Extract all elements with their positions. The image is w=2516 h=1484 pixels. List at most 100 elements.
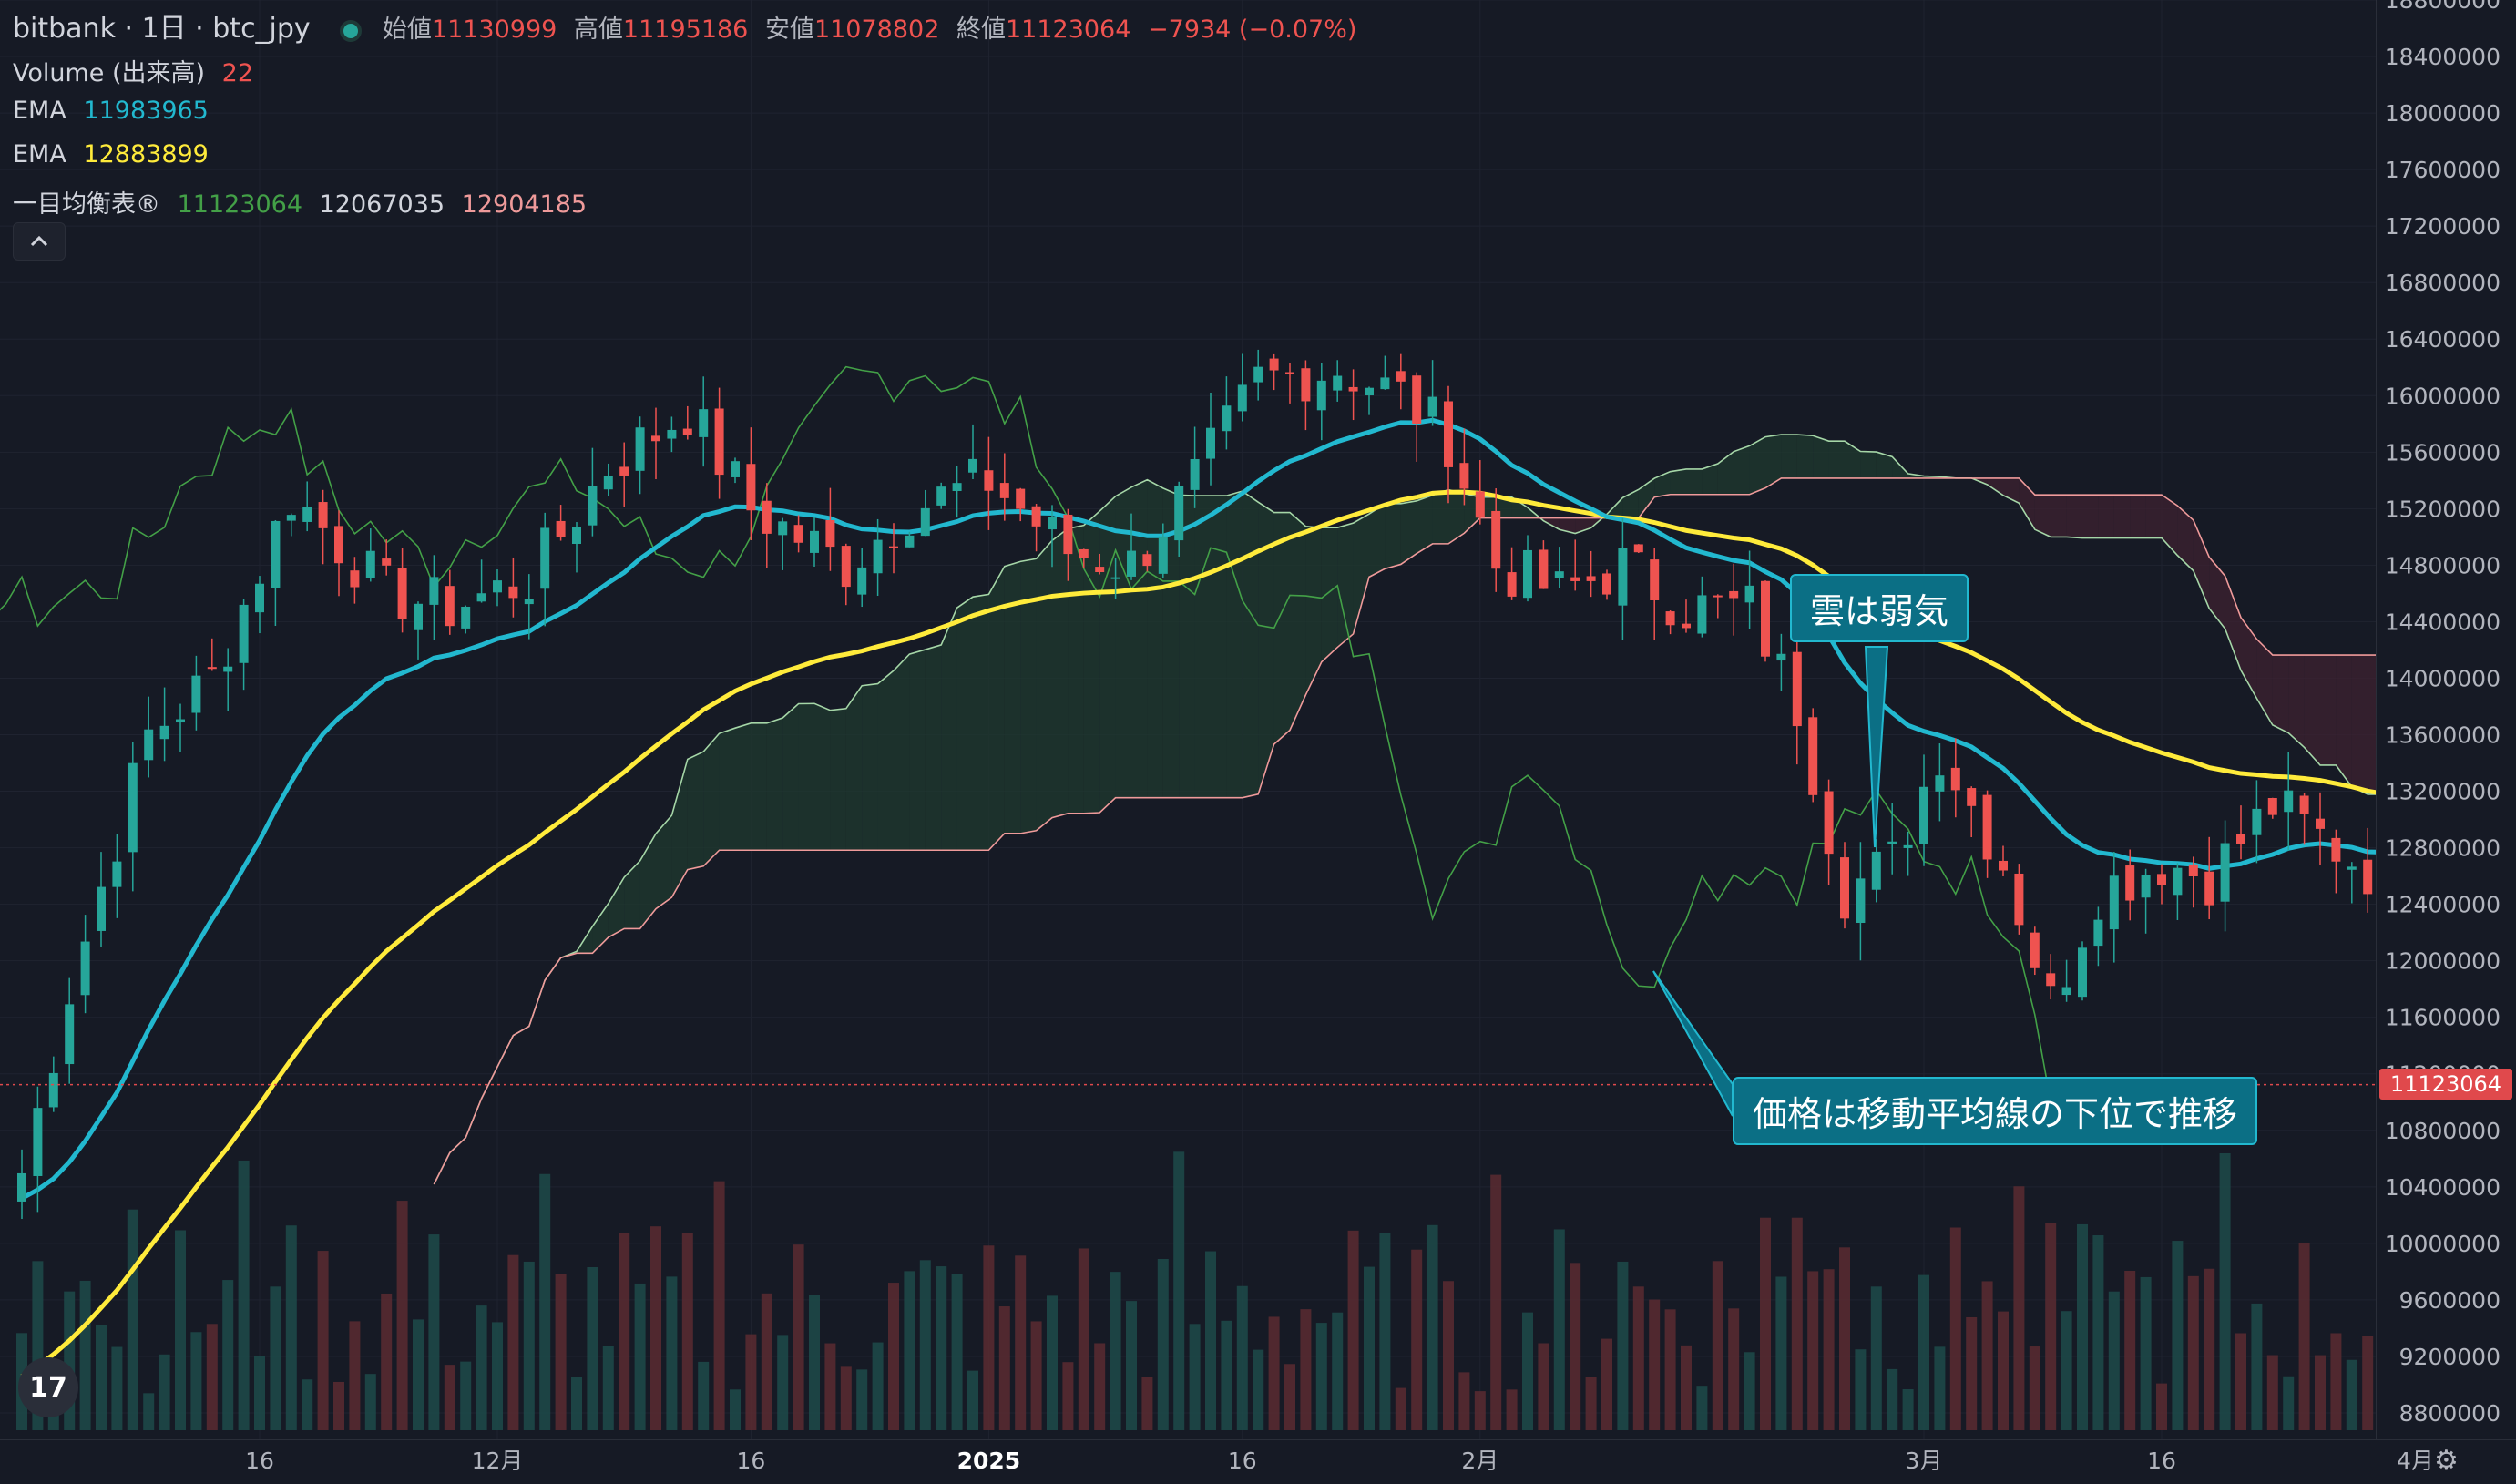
candle-body: [1682, 624, 1691, 629]
volume-bar: [1871, 1286, 1882, 1430]
candle-body: [1570, 578, 1580, 581]
candle-body: [1919, 787, 1928, 844]
volume-bar: [1015, 1255, 1026, 1430]
volume-bar: [2030, 1346, 2040, 1430]
cloud-segment: [1337, 523, 1353, 647]
tradingview-logo-icon[interactable]: 17: [18, 1357, 78, 1417]
cloud-callout[interactable]: 雲は弱気: [1790, 574, 1969, 642]
y-tick-label: 13600000: [2385, 722, 2501, 749]
volume-bar: [1173, 1151, 1184, 1430]
cloud-segment: [735, 723, 751, 850]
candle-body: [191, 676, 200, 713]
volume-bar: [809, 1295, 820, 1430]
candle-body: [2316, 819, 2325, 829]
cloud-segment: [814, 703, 830, 850]
volume-bar: [777, 1335, 788, 1430]
candle-body: [2300, 796, 2309, 814]
time-axis[interactable]: 1612月162025162月3月164月165月166月16: [0, 1439, 2516, 1480]
volume-bar: [381, 1294, 392, 1430]
candle-body: [1967, 788, 1976, 806]
cloud-segment: [1226, 491, 1242, 798]
cloud-segment: [909, 650, 925, 850]
candle-body: [1729, 591, 1738, 599]
candle-body: [366, 551, 375, 578]
x-tick-label: 16: [2147, 1448, 2176, 1474]
volume-bar: [1094, 1343, 1105, 1430]
candle-body: [2157, 874, 2166, 885]
volume-bar: [2330, 1333, 2341, 1430]
cloud-segment: [1131, 480, 1147, 798]
candle-body: [825, 520, 834, 547]
cloud-segment: [2130, 495, 2145, 537]
candle-body: [1476, 491, 1485, 517]
candle-body: [271, 521, 280, 588]
y-tick-label: 16000000: [2385, 383, 2501, 409]
volume-bar: [254, 1356, 265, 1430]
open-value: 11130999: [432, 15, 557, 44]
y-tick-label: 17600000: [2385, 157, 2501, 183]
ichimoku-label: 一目均衡表®: [13, 190, 160, 219]
cloud-segment: [782, 703, 798, 850]
volume-bar: [2092, 1235, 2103, 1430]
candle-body: [1285, 373, 1294, 374]
candle-body: [1032, 507, 1041, 527]
candle-body: [128, 763, 138, 853]
y-tick-label: 11600000: [2385, 1005, 2501, 1031]
volume-bar: [2315, 1356, 2326, 1430]
cloud-segment: [624, 861, 639, 929]
candle-body: [889, 547, 898, 548]
cloud-segment: [688, 752, 703, 869]
volume-bar: [1982, 1281, 1993, 1430]
candle-body: [255, 584, 264, 612]
volume-legend[interactable]: Volume (出来高) 22: [13, 53, 262, 88]
candle-body: [2110, 875, 2119, 929]
candle-body: [65, 1004, 74, 1064]
ema2-legend[interactable]: EMA 12883899: [13, 140, 218, 169]
cloud-segment: [1860, 452, 1876, 478]
cloud-segment: [2336, 655, 2351, 787]
open-label: 始値: [383, 15, 432, 44]
symbol-title[interactable]: bitbank · 1日 · btc_jpy: [13, 13, 311, 45]
y-tick-label: 18400000: [2385, 44, 2501, 70]
candle-body: [414, 604, 423, 630]
collapse-legend-button[interactable]: [13, 222, 66, 261]
cloud-segment: [1671, 469, 1686, 495]
volume-bar: [1427, 1225, 1438, 1430]
x-tick-label: 16: [736, 1448, 765, 1474]
volume-bar: [207, 1324, 218, 1430]
price-callout[interactable]: 価格は移動平均線の下位で推移: [1733, 1077, 2257, 1145]
candle-body: [2204, 872, 2214, 906]
candle-body: [683, 429, 692, 435]
cloud-segment: [2051, 495, 2066, 537]
cloud-segment: [973, 594, 988, 850]
candle-body: [2030, 933, 2040, 968]
ema1-legend[interactable]: EMA 11983965: [13, 97, 218, 125]
candle-body: [905, 536, 914, 548]
volume-bar: [1126, 1301, 1137, 1430]
cloud-segment: [2194, 520, 2209, 609]
x-tick-label: 12月: [472, 1448, 524, 1474]
volume-bar: [539, 1174, 550, 1430]
cloud-segment: [957, 597, 973, 850]
symbol-legend: bitbank · 1日 · btc_jpy 始値11130999 高値1119…: [13, 5, 1365, 46]
candle-body: [97, 887, 106, 931]
volume-bar: [1538, 1344, 1549, 1430]
candle-body: [1776, 654, 1785, 660]
candle-body: [1365, 388, 1374, 395]
cloud-segment: [1179, 495, 1194, 797]
cloud-segment: [2288, 655, 2304, 747]
candle-body: [1111, 578, 1120, 579]
candle-body: [2173, 868, 2182, 896]
volume-bar: [1158, 1259, 1169, 1430]
volume-bar: [635, 1284, 646, 1430]
ichimoku-legend[interactable]: 一目均衡表® 11123064 12067035 12904185: [13, 184, 596, 220]
settings-gear-icon[interactable]: ⚙: [2434, 1445, 2459, 1477]
volume-bar: [1458, 1372, 1469, 1430]
cloud-segment: [1052, 528, 1068, 817]
volume-bar: [507, 1255, 518, 1430]
volume-bar: [2267, 1356, 2278, 1430]
volume-bar: [793, 1244, 804, 1430]
volume-bar: [1490, 1175, 1501, 1430]
